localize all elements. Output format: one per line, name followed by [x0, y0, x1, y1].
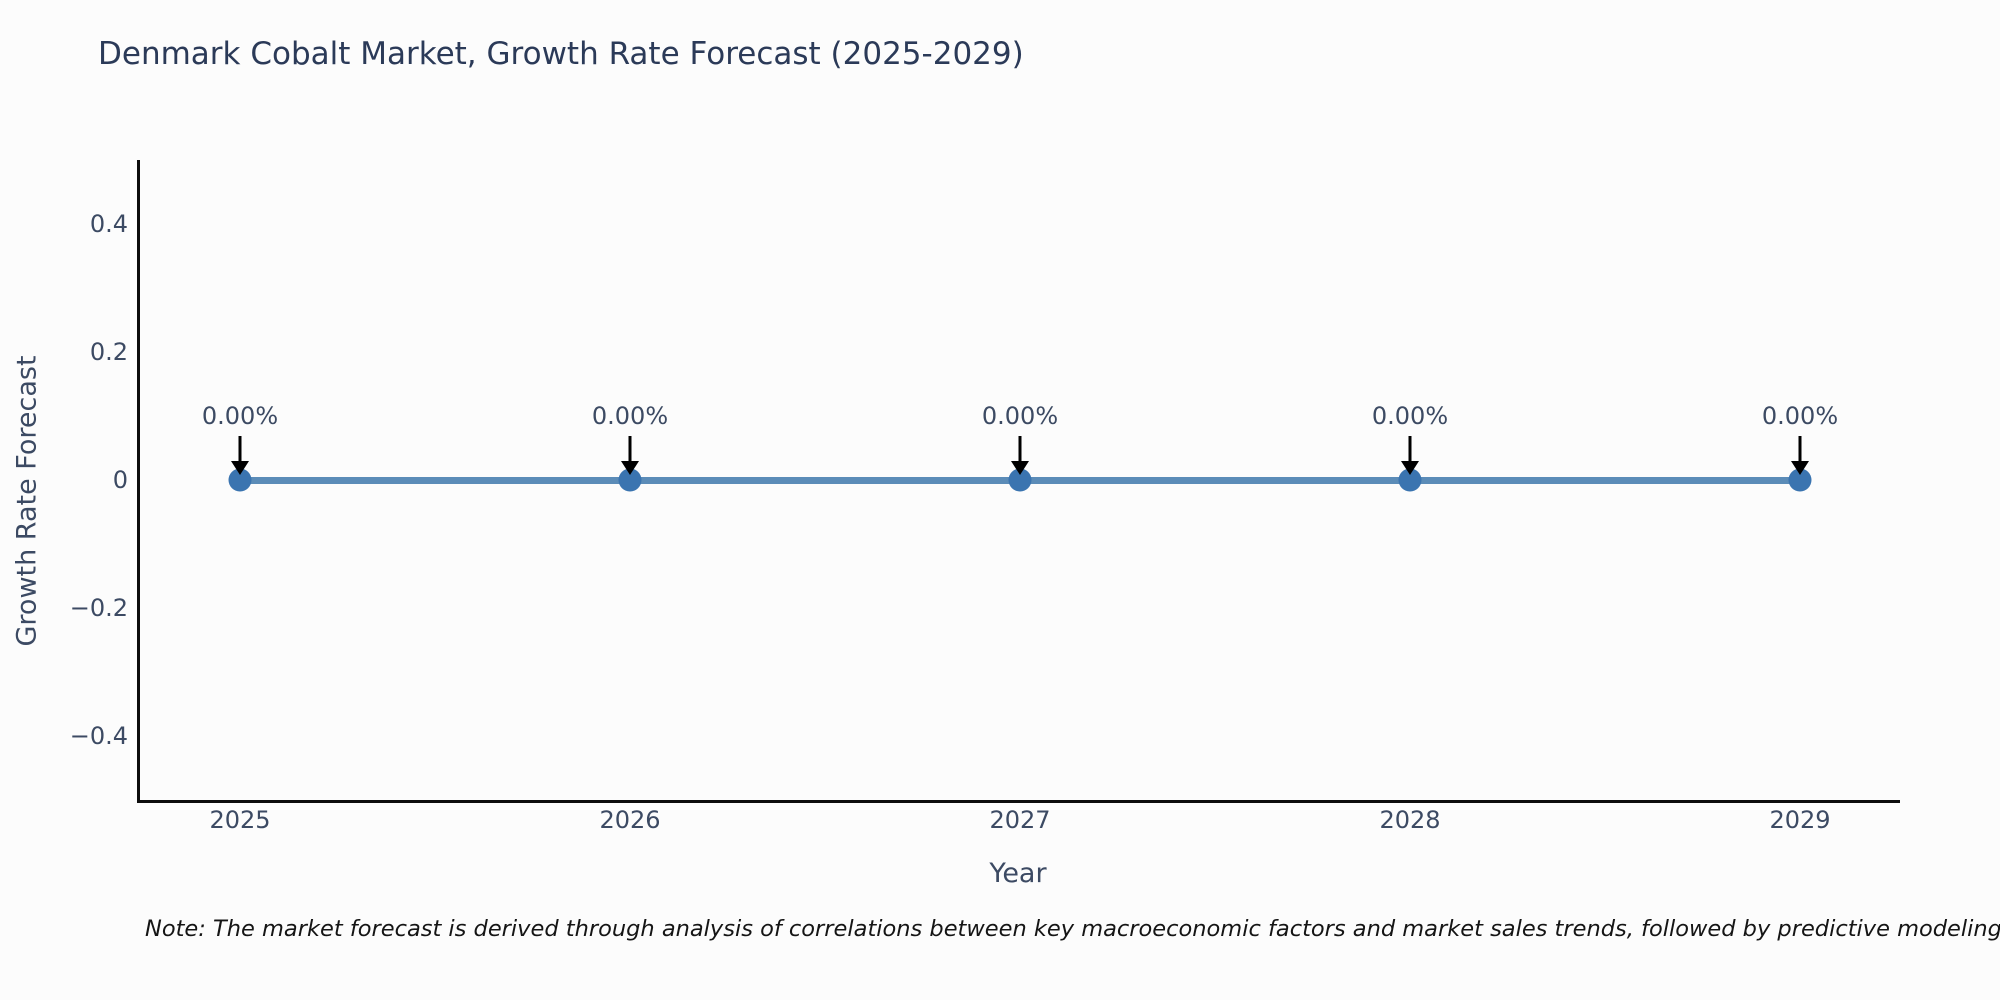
chart-title: Denmark Cobalt Market, Growth Rate Forec… — [98, 36, 1024, 72]
annotation-arrowhead-icon — [621, 461, 639, 475]
footnote: Note: The market forecast is derived thr… — [145, 916, 2000, 942]
x-axis-title: Year — [989, 858, 1047, 889]
annotation-arrowhead-icon — [1401, 461, 1419, 475]
annotation-arrowhead-icon — [231, 461, 249, 475]
data-point-label: 0.00% — [1371, 402, 1449, 430]
x-tick-label: 2027 — [989, 806, 1051, 834]
annotation-arrow — [1408, 436, 1412, 463]
annotation-arrowhead-icon — [1011, 461, 1029, 475]
y-tick-label: −0.2 — [69, 594, 128, 622]
x-tick-label: 2025 — [209, 806, 271, 834]
y-tick-label: 0.4 — [89, 210, 128, 238]
x-axis-line — [137, 800, 1900, 803]
y-tick-label: 0 — [112, 466, 128, 494]
y-axis-line — [137, 160, 140, 803]
annotation-arrow — [1798, 436, 1802, 463]
x-tick-label: 2028 — [1379, 806, 1441, 834]
y-tick-label: 0.2 — [89, 338, 128, 366]
x-tick-label: 2026 — [599, 806, 661, 834]
annotation-arrow — [1018, 436, 1022, 463]
y-tick-label: −0.4 — [69, 722, 128, 750]
data-point-label: 0.00% — [981, 402, 1059, 430]
data-point-label: 0.00% — [1761, 402, 1839, 430]
data-point-label: 0.00% — [201, 402, 279, 430]
x-tick-label: 2029 — [1769, 806, 1831, 834]
data-point-label: 0.00% — [591, 402, 669, 430]
annotation-arrowhead-icon — [1791, 461, 1809, 475]
annotation-arrow — [628, 436, 632, 463]
annotation-arrow — [238, 436, 242, 463]
